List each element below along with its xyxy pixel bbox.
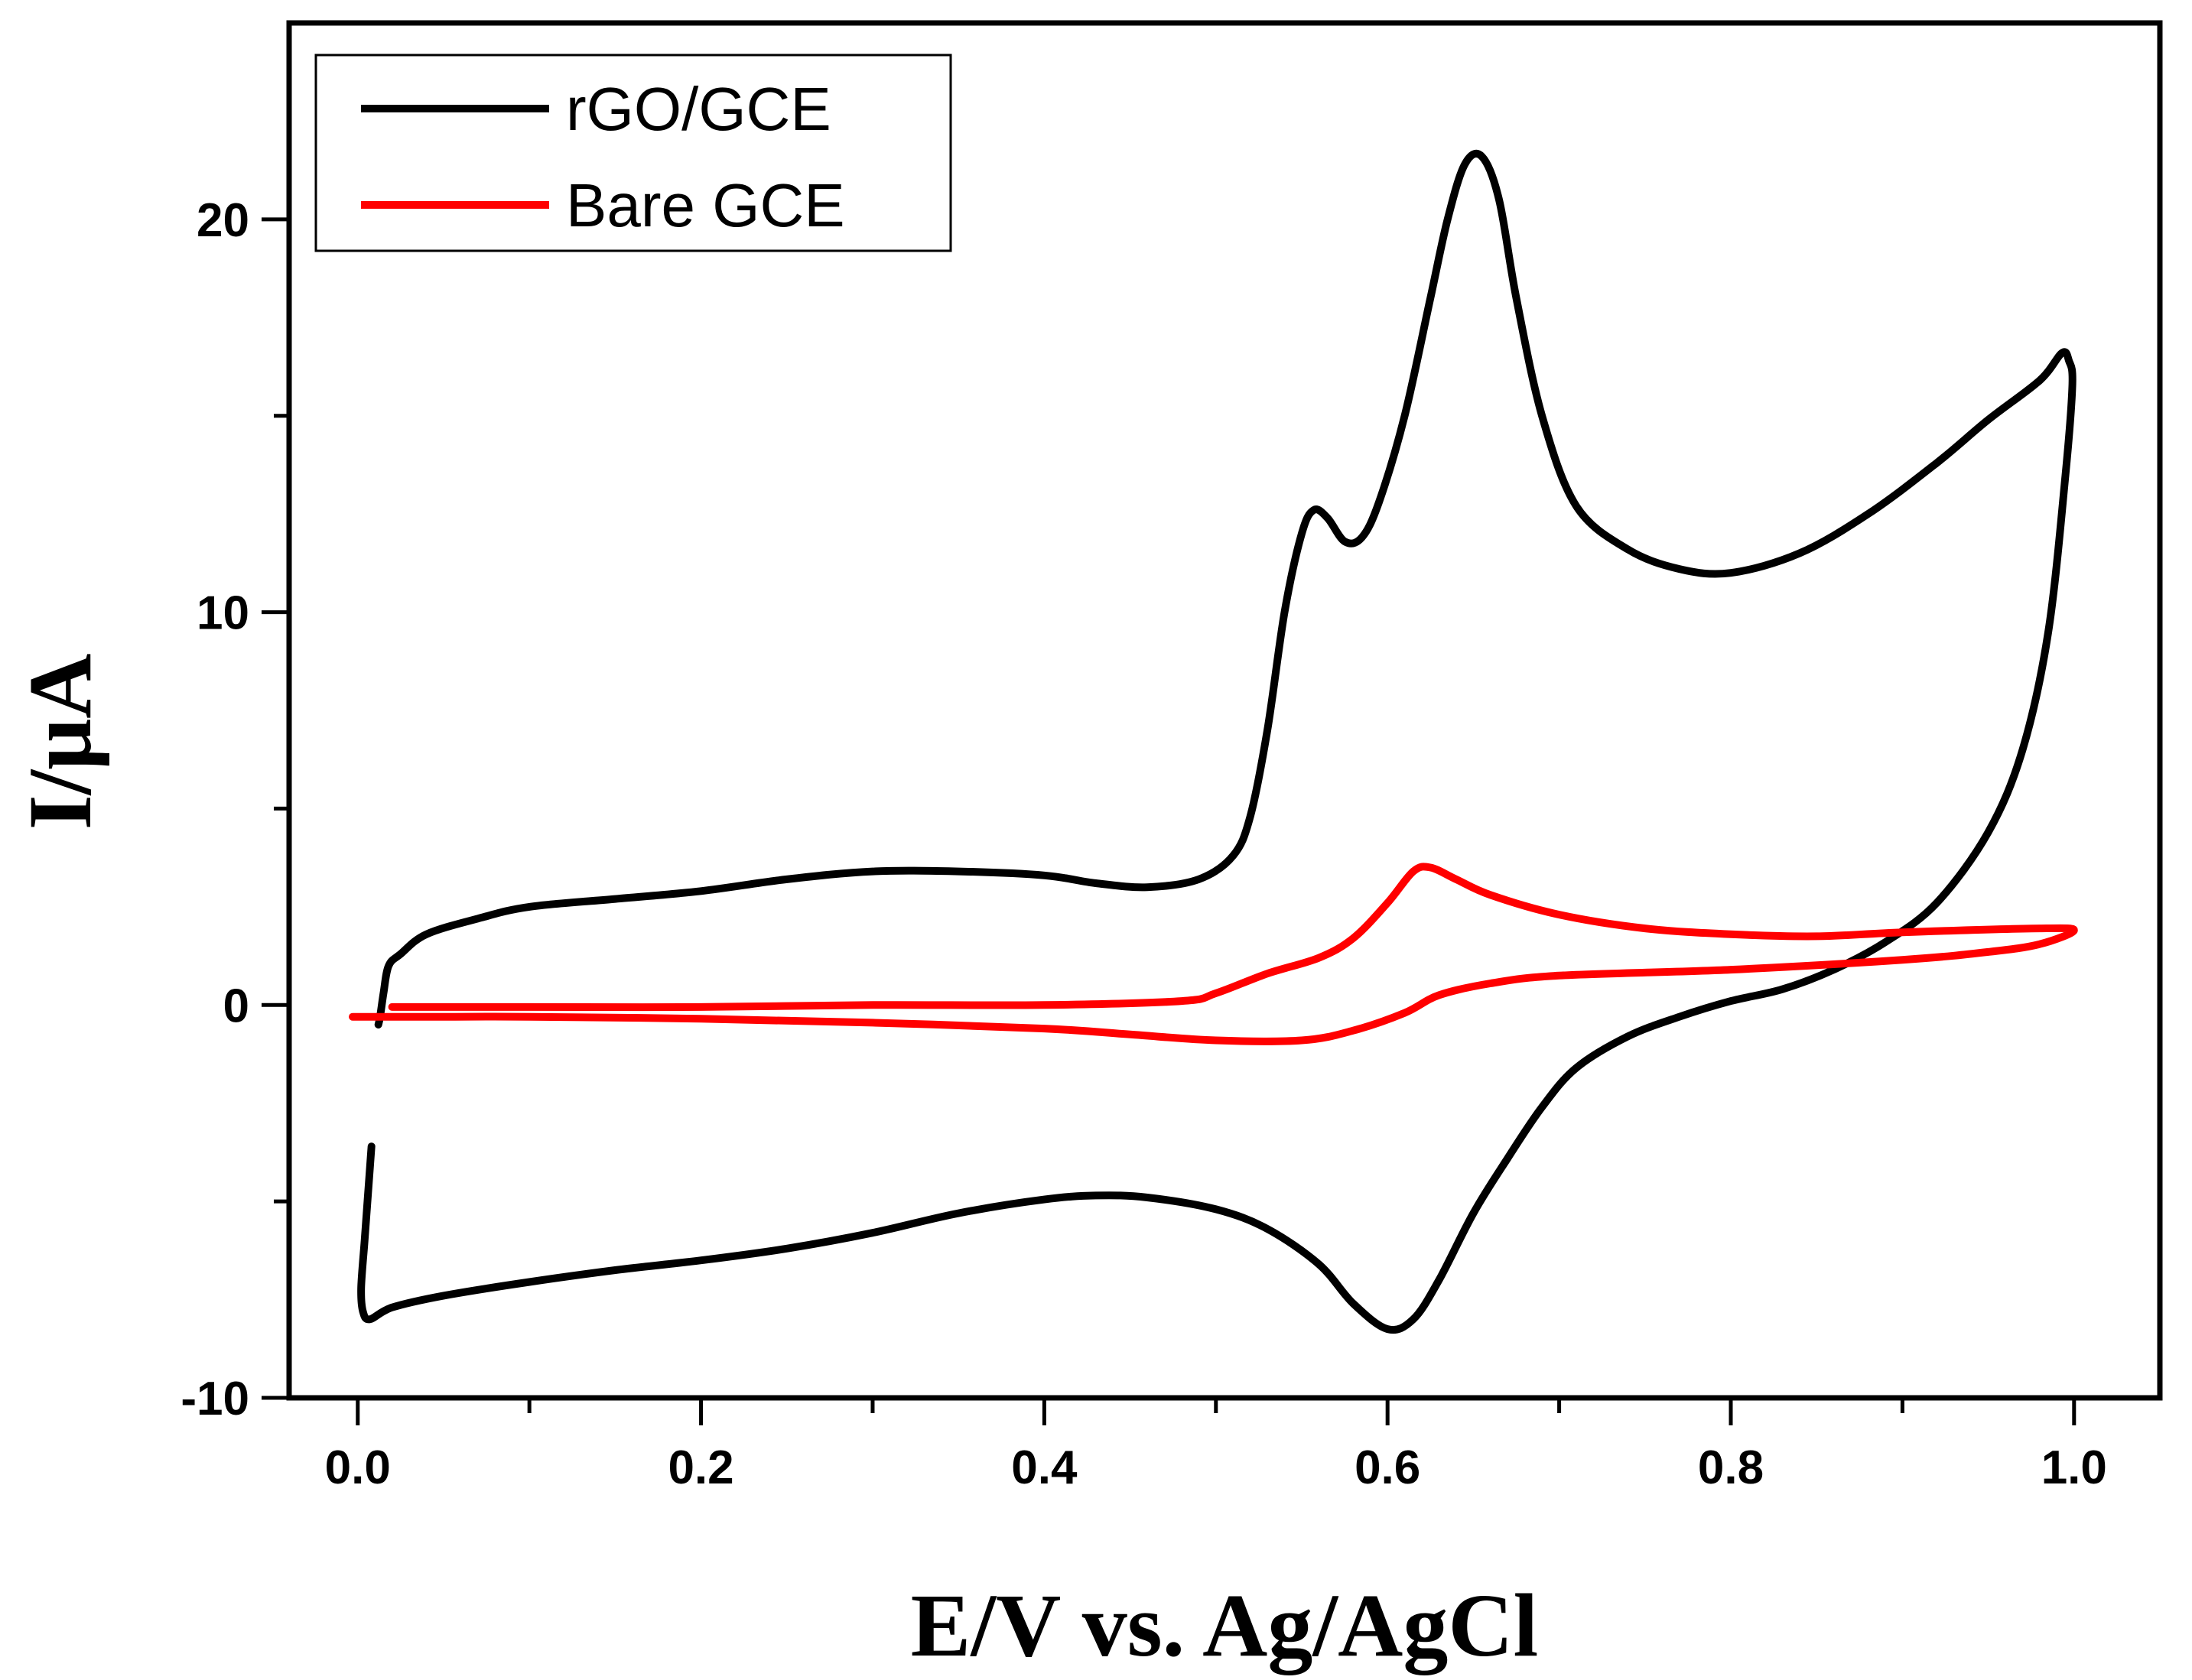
x-tick-label: 0.2 xyxy=(668,1441,733,1494)
x-tick-label: 0.8 xyxy=(1698,1441,1764,1494)
x-axis-title: E/V vs. Ag/AgCl xyxy=(911,1575,1539,1675)
x-tick-label: 0.4 xyxy=(1011,1441,1078,1494)
legend-box xyxy=(314,54,952,252)
y-tick-label: -10 xyxy=(180,1373,249,1425)
legend-label-rgo-gce: rGO/GCE xyxy=(566,75,831,143)
x-tick-label: 0.6 xyxy=(1355,1441,1420,1494)
y-tick-label: 20 xyxy=(197,194,249,247)
y-tick-label: 0 xyxy=(223,980,249,1032)
legend-label-bare-gce: Bare GCE xyxy=(566,171,845,239)
series-line-rgo-gce xyxy=(357,149,2077,1334)
series-line-bare-gce xyxy=(349,863,2078,1045)
legend: rGO/GCE Bare GCE xyxy=(314,54,952,252)
x-tick-label: 1.0 xyxy=(2041,1441,2107,1494)
data-series xyxy=(349,149,2078,1334)
plot-frame xyxy=(286,20,2163,1401)
y-axis-title: I/μA xyxy=(10,654,110,830)
x-tick-label: 0.0 xyxy=(325,1441,391,1494)
axis-ticks: 0.0 0.2 0.4 0.6 0.8 1.0 -10 0 10 20 xyxy=(180,194,2107,1494)
y-tick-label: 10 xyxy=(197,587,249,640)
